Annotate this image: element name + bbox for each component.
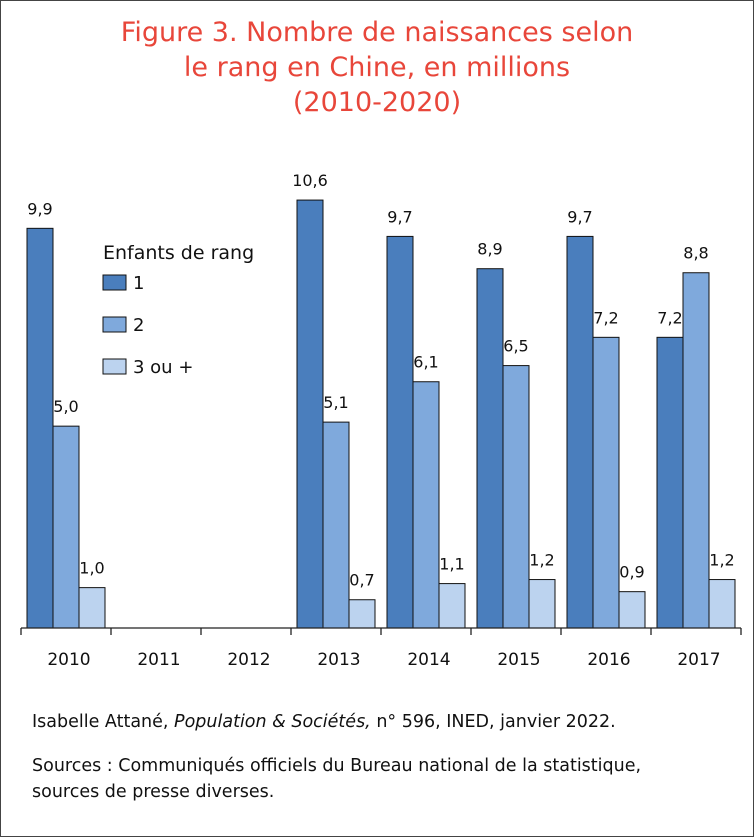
bar-2015-series-2 <box>502 365 530 629</box>
sources-line-1: Sources : Communiqués officiels du Burea… <box>32 756 642 776</box>
bar-2015-series-1 <box>476 268 504 629</box>
data-label-2016-series-1: 9,7 <box>567 207 592 226</box>
legend-swatch-1 <box>102 274 127 291</box>
citation: Isabelle Attané, Population & Sociétés, … <box>32 709 747 735</box>
data-label-2013-series-1: 10,6 <box>292 171 328 190</box>
sources: Sources : Communiqués officiels du Burea… <box>32 753 747 805</box>
figure-footer: Isabelle Attané, Population & Sociétés, … <box>32 709 747 805</box>
sources-line-2: sources de presse diverses. <box>32 782 275 802</box>
bar-2010-series-2 <box>52 425 80 629</box>
citation-details: n° 596, INED, janvier 2022. <box>370 712 616 732</box>
x-tick-label-2010: 2010 <box>47 650 90 670</box>
bar-2013-series-3 <box>348 599 376 629</box>
chart-title-line-2: le rang en Chine, en millions <box>183 52 571 83</box>
bar-2013-series-2 <box>322 421 350 629</box>
data-label-2017-series-2: 8,8 <box>683 244 708 263</box>
x-tick-label-2012: 2012 <box>227 650 270 670</box>
data-label-2017-series-3: 1,2 <box>709 551 734 570</box>
data-label-2010-series-2: 5,0 <box>53 397 78 416</box>
data-label-2015-series-3: 1,2 <box>529 551 554 570</box>
bar-2014-series-2 <box>412 381 440 629</box>
chart-title: Figure 3. Nombre de naissances selon le … <box>1 15 753 120</box>
chart-title-line-1: Figure 3. Nombre de naissances selon <box>120 17 634 48</box>
data-label-2013-series-3: 0,7 <box>349 571 374 590</box>
legend-label-3: 3 ou + <box>133 357 193 378</box>
legend-swatch-2 <box>102 316 127 333</box>
x-tick-label-2013: 2013 <box>317 650 360 670</box>
citation-author: Isabelle Attané, <box>32 712 175 732</box>
legend-title: Enfants de rang <box>103 242 254 264</box>
legend-label-2: 2 <box>133 315 144 336</box>
bar-2017-series-2 <box>682 272 710 629</box>
chart-title-line-3: (2010-2020) <box>292 87 462 118</box>
data-label-2015-series-2: 6,5 <box>503 337 528 356</box>
legend-swatch-3 <box>102 358 127 375</box>
data-label-2014-series-3: 1,1 <box>439 555 464 574</box>
bar-2016-series-3 <box>618 591 646 629</box>
bar-2015-series-3 <box>528 579 556 629</box>
data-label-2017-series-1: 7,2 <box>657 308 682 327</box>
bar-2016-series-2 <box>592 336 620 629</box>
data-label-2010-series-1: 9,9 <box>27 199 52 218</box>
x-tick-label-2014: 2014 <box>407 650 450 670</box>
data-label-2014-series-2: 6,1 <box>413 353 438 372</box>
data-label-2016-series-2: 7,2 <box>593 308 618 327</box>
bar-2017-series-3 <box>708 579 736 629</box>
data-label-2016-series-3: 0,9 <box>619 563 644 582</box>
data-label-2015-series-1: 8,9 <box>477 240 502 259</box>
data-label-2014-series-1: 9,7 <box>387 207 412 226</box>
x-tick-label-2011: 2011 <box>137 650 180 670</box>
data-label-2010-series-3: 1,0 <box>79 559 104 578</box>
citation-journal: Population & Sociétés, <box>174 712 371 732</box>
bar-2016-series-1 <box>566 235 594 629</box>
bar-chart: 9,9 10,6 9,7 8,9 9,7 7,2 5,0 5,1 6,1 6,5 7,2 8,8 1,0… <box>20 171 742 670</box>
bar-2010-series-3 <box>78 587 106 629</box>
bar-2017-series-1 <box>656 336 684 629</box>
bar-2013-series-1 <box>296 199 324 629</box>
x-tick-label-2017: 2017 <box>677 650 720 670</box>
x-tick-label-2016: 2016 <box>587 650 630 670</box>
bar-2014-series-1 <box>386 235 414 629</box>
legend-label-1: 1 <box>133 273 144 294</box>
bar-2014-series-3 <box>438 583 466 629</box>
x-tick-label-2015: 2015 <box>497 650 540 670</box>
data-label-2013-series-2: 5,1 <box>323 393 348 412</box>
bar-2010-series-1 <box>26 227 54 629</box>
